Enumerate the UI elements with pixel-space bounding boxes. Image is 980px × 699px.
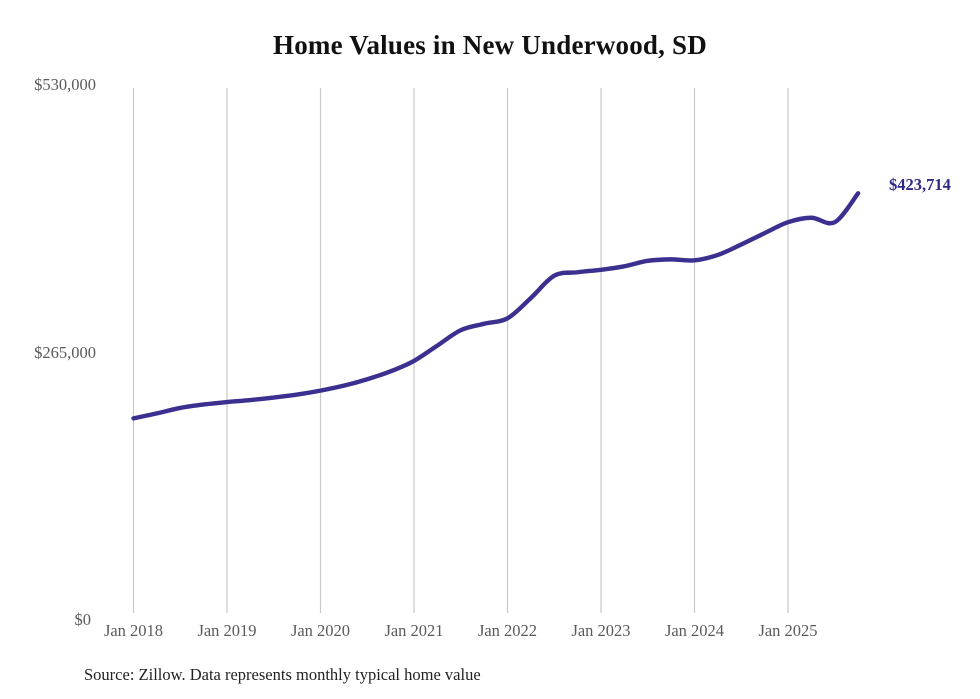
y-axis-tick-bottom: $0 <box>74 610 92 629</box>
source-footnote: Source: Zillow. Data represents monthly … <box>84 665 481 684</box>
data-series-line <box>131 191 861 421</box>
x-axis-tick-jan-2020: Jan 2020 <box>290 621 351 640</box>
x-axis-tick-jan-2025: Jan 2025 <box>758 621 818 640</box>
x-axis-tick-jan-2018: Jan 2018 <box>103 621 164 640</box>
x-axis-tick-jan-2022: Jan 2022 <box>477 621 538 640</box>
x-axis-tick-jan-2019: Jan 2019 <box>197 621 257 640</box>
x-axis-tick-jan-2024: Jan 2024 <box>664 621 725 640</box>
x-axis-tick-jan-2021: Jan 2021 <box>384 621 444 640</box>
x-axis-tick-jan-2023: Jan 2023 <box>571 621 631 640</box>
y-axis-tick-top: $530,000 <box>34 75 96 94</box>
page-title: Home Values in New Underwood, SD <box>273 30 707 60</box>
end-value-label: $423,714 <box>889 175 951 194</box>
y-axis-tick-mid: $265,000 <box>34 343 96 362</box>
gridlines <box>132 88 789 613</box>
